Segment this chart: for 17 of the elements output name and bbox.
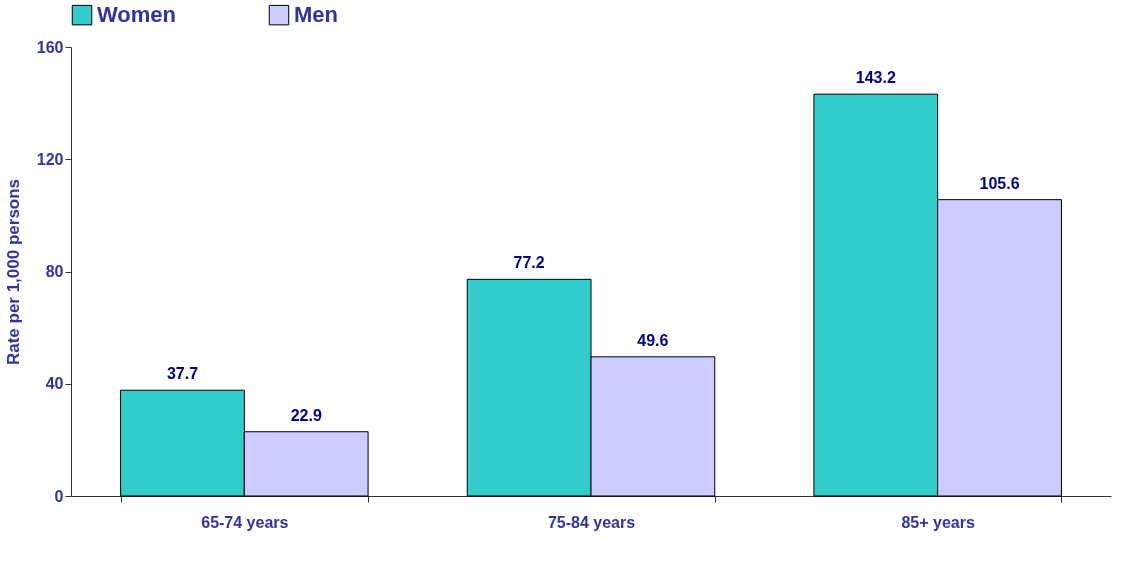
data-label: 105.6: [979, 174, 1020, 192]
y-axis-title: Rate per 1,000 persons: [3, 178, 23, 366]
data-label: 22.9: [290, 406, 322, 424]
y-tick-label: 0: [54, 487, 64, 505]
data-label: 37.7: [166, 365, 199, 383]
legend-label: Men: [294, 2, 338, 28]
data-label: 49.6: [637, 331, 669, 349]
data-label: 143.2: [855, 69, 896, 87]
x-tick-label: 75-84 years: [547, 513, 636, 531]
y-tick-label: 120: [36, 150, 64, 168]
y-tick-label: 160: [36, 38, 64, 56]
legend-label: Women: [97, 2, 177, 28]
y-tick-label: 40: [45, 375, 64, 393]
x-tick-label: 65-74 years: [201, 513, 289, 531]
x-tick-label: 85+ years: [901, 513, 975, 531]
data-label: 77.2: [513, 254, 545, 272]
y-tick-label: 80: [45, 263, 64, 280]
